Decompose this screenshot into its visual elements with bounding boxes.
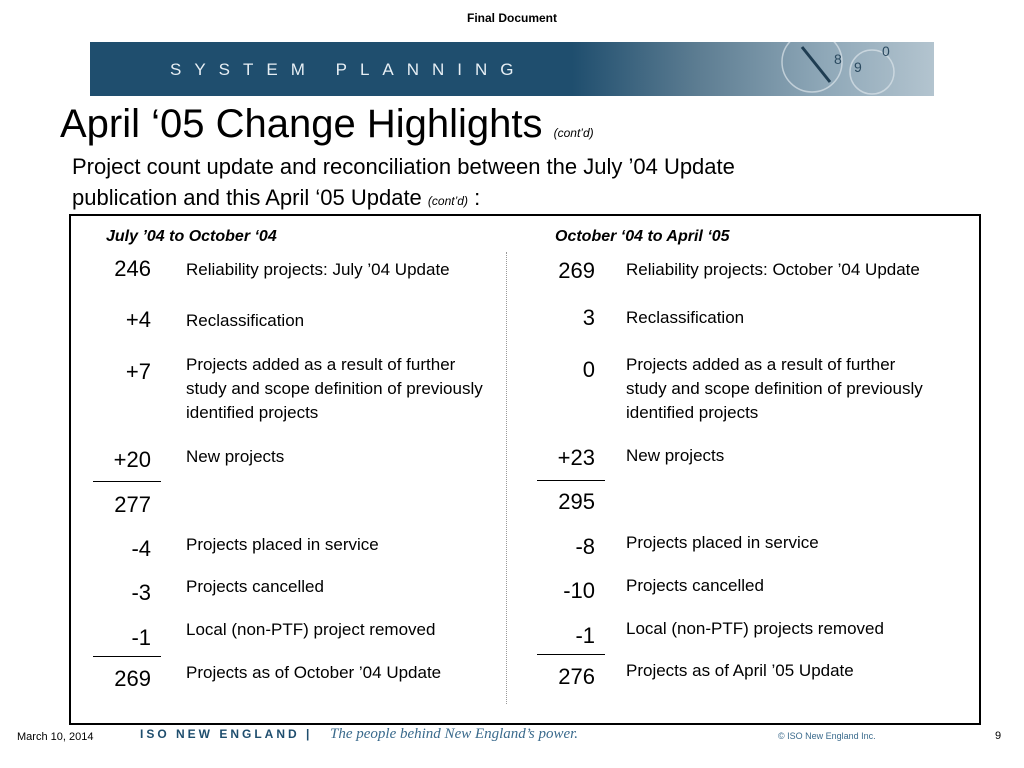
left-count: +4 [125,307,151,332]
right-description: Local (non-PTF) projects removed [626,619,884,638]
right-description: New projects [626,446,725,465]
left-description: Projects added as a result of further st… [186,355,483,422]
right-column-heading: October ‘04 to April ‘05 [555,228,730,245]
meter-digit: 0 [882,43,890,59]
right-count: +23 [557,445,595,470]
left-subtotal: 277 [114,492,151,517]
reconciliation-panel: July ’04 to October ‘04 October ‘04 to A… [69,214,981,725]
column-divider [506,252,507,704]
total-rule [93,656,161,657]
left-description: Projects cancelled [186,577,324,596]
left-column-heading: July ’04 to October ‘04 [106,228,277,245]
kilowatt-meter-image: 8 9 0 [572,42,934,96]
left-total: 269 [114,666,151,691]
footer-tagline: The people behind New England’s power. [330,726,579,742]
subtitle-contd: (cont’d) [427,194,468,208]
footer-copyright: © ISO New England Inc. [778,731,876,741]
right-count: -10 [563,578,595,603]
system-planning-banner: SYSTEM PLANNING 8 9 0 [90,42,934,96]
right-description: Reliability projects: October ’04 Update [626,260,920,279]
right-count: 3 [582,305,595,330]
subtitle-line-1: Project count update and reconciliation … [72,154,735,179]
right-count: -1 [575,623,595,648]
right-description: Reclassification [626,308,745,327]
subtitle-line-2: publication and this April ‘05 Update (c… [72,182,932,217]
right-description: Projects added as a result of further st… [626,355,923,422]
subtotal-rule [537,480,605,481]
subtitle-line-2-text: publication and this April ‘05 Update [72,185,422,210]
left-description: Projects as of October ’04 Update [186,663,442,682]
right-subtotal: 295 [558,489,595,514]
left-count: -3 [131,580,151,605]
slide-title-contd: (cont’d) [553,126,594,140]
slide-title: April ‘05 Change Highlights (cont’d) [60,102,594,147]
slide-title-text: April ‘05 Change Highlights [60,102,543,146]
banner-title: SYSTEM PLANNING [170,60,527,79]
footer-date: March 10, 2014 [17,731,94,743]
right-count: -8 [575,534,595,559]
right-count: 269 [558,258,595,283]
page-number: 9 [995,730,1002,742]
left-description: Local (non-PTF) project removed [186,620,436,639]
left-count: +20 [113,447,151,472]
left-description: Projects placed in service [186,535,379,554]
left-count: -4 [131,536,151,561]
meter-dial-icon: 8 9 0 [781,42,895,95]
document-status-label: Final Document [466,11,557,25]
left-description: New projects [186,447,285,466]
total-rule [537,654,605,655]
left-description: Reliability projects: July ’04 Update [186,260,450,279]
right-total: 276 [558,664,595,689]
iso-new-england-logo: ISO NEW ENGLAND | [140,727,313,741]
meter-digit: 8 [834,51,842,67]
left-count: 246 [114,256,151,281]
left-count: +7 [125,359,151,384]
meter-digit: 9 [854,59,862,75]
right-count: 0 [582,357,595,382]
slide-subtitle: Project count update and reconciliation … [72,151,932,217]
left-count: -1 [131,625,151,650]
subtotal-rule [93,481,161,482]
right-description: Projects cancelled [626,576,764,595]
right-description: Projects placed in service [626,533,819,552]
left-description: Reclassification [186,311,305,330]
subtitle-colon: : [474,185,481,210]
right-description: Projects as of April ’05 Update [626,661,854,680]
